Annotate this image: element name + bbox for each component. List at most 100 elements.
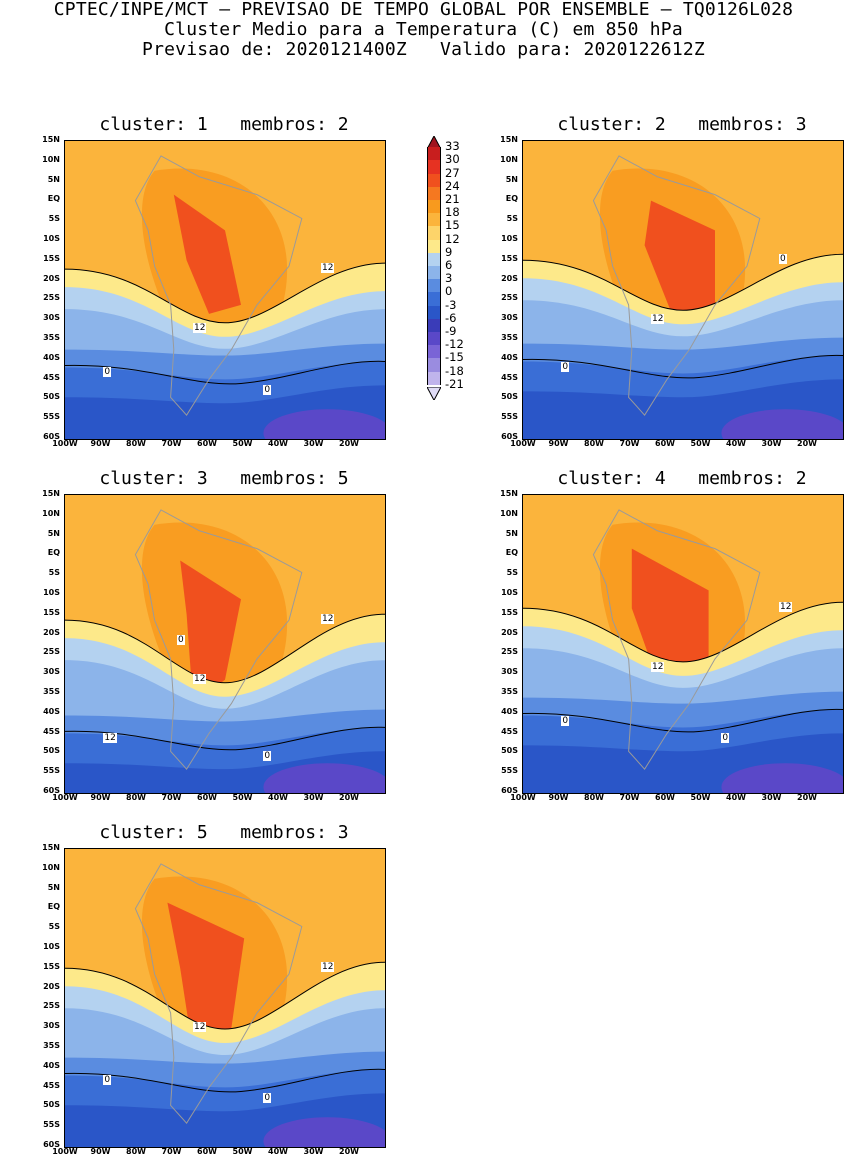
longitude-tick-label: 80W <box>126 793 146 802</box>
contour-label: 12 <box>193 322 207 333</box>
latitude-tick-label: 10N <box>500 154 518 164</box>
latitude-tick-label: EQ <box>505 194 518 204</box>
latitude-tick-label: 60S <box>43 786 60 795</box>
temperature-field <box>523 141 843 439</box>
latitude-tick-label: 55S <box>43 412 60 422</box>
latitude-tick-label: 50S <box>501 746 518 756</box>
colorbar-label: 3 <box>445 271 453 286</box>
temperature-field <box>65 141 385 439</box>
contour-label: 0 <box>263 1093 272 1104</box>
temperature-map: 12 12 0 0 <box>522 494 844 794</box>
latitude-tick-label: 55S <box>43 1120 60 1130</box>
latitude-tick-label: 10N <box>42 508 60 518</box>
colorbar-swatch <box>427 160 441 174</box>
latitude-tick-label: 5S <box>48 214 60 224</box>
latitude-tick-label: 10N <box>42 154 60 164</box>
longitude-tick-label: 80W <box>126 1147 146 1156</box>
latitude-tick-label: EQ <box>47 194 60 204</box>
panel-title: cluster: 2 membros: 3 <box>557 114 807 135</box>
latitude-tick-label: 50S <box>43 746 60 756</box>
contour-label: 12 <box>651 313 665 324</box>
latitude-tick-label: 35S <box>43 1041 60 1050</box>
colorbar-label: -6 <box>445 310 457 325</box>
contour-label: 0 <box>103 1075 112 1086</box>
latitude-tick-label: 5S <box>48 922 60 932</box>
longitude-tick-label: 20W <box>797 439 817 448</box>
colorbar-swatch <box>427 213 441 227</box>
latitude-tick-label: 5N <box>47 882 60 892</box>
latitude-tick-label: EQ <box>505 548 518 558</box>
latitude-tick-label: 40S <box>501 352 518 362</box>
longitude-tick-label: 30W <box>303 793 324 802</box>
latitude-tick-label: 20S <box>43 273 60 283</box>
latitude-tick-label: 60S <box>43 1140 60 1149</box>
colorbar-label: 9 <box>445 244 453 259</box>
temperature-field <box>65 495 385 793</box>
latitude-tick-label: 20S <box>43 627 60 637</box>
latitude-tick-label: 25S <box>501 647 518 657</box>
colorbar-label: 15 <box>445 218 460 233</box>
colorbar-label: -15 <box>445 350 464 365</box>
longitude-tick-label: 30W <box>761 439 782 448</box>
colorbar-label: -18 <box>445 363 464 378</box>
colorbar-label: -21 <box>445 376 464 391</box>
longitude-tick-label: 70W <box>619 439 640 448</box>
colorbar-label: -3 <box>445 297 457 312</box>
longitude-tick-label: 60W <box>655 793 675 802</box>
colorbar-label: 0 <box>445 284 453 299</box>
colorbar-label: -9 <box>445 324 457 338</box>
colorbar-swatch <box>427 226 441 240</box>
latitude-tick-label: 40S <box>501 706 518 716</box>
colorbar-swatch <box>427 266 441 280</box>
colorbar-label: 21 <box>445 192 460 206</box>
contour-label: 0 <box>561 361 570 372</box>
latitude-tick-label: 15S <box>501 253 518 263</box>
latitude-tick-label: 60S <box>501 432 518 441</box>
contour-label: 0 <box>103 367 112 378</box>
contour-label: 12 <box>779 602 793 613</box>
colorbar-swatch <box>427 252 441 266</box>
longitude-tick-label: 100W <box>52 439 78 448</box>
latitude-tick-label: 35S <box>43 333 60 342</box>
latitude-tick-label: 55S <box>43 766 60 776</box>
longitude-tick-label: 40W <box>268 793 288 802</box>
latitude-tick-label: 35S <box>501 687 518 696</box>
contour-label: 12 <box>103 733 117 744</box>
latitude-tick-label: 10N <box>500 508 518 518</box>
latitude-tick-label: 60S <box>43 432 60 441</box>
latitude-tick-label: 15N <box>500 135 518 144</box>
latitude-tick-label: 5N <box>47 174 60 184</box>
contour-label: 0 <box>263 385 272 396</box>
contour-label: 0 <box>561 715 570 726</box>
colorbar-label: 18 <box>445 205 460 220</box>
longitude-tick-label: 50W <box>232 793 253 802</box>
latitude-tick-label: 10N <box>42 862 60 872</box>
latitude-tick-label: 5N <box>505 528 518 538</box>
colorbar-label: 12 <box>445 231 460 246</box>
colorbar-swatch <box>427 305 441 319</box>
longitude-tick-label: 60W <box>655 439 675 448</box>
latitude-tick-label: 15S <box>43 961 60 971</box>
latitude-tick-label: 20S <box>501 273 518 283</box>
longitude-tick-label: 100W <box>52 1147 78 1156</box>
longitude-tick-label: 30W <box>303 439 324 448</box>
latitude-tick-label: 30S <box>43 313 60 323</box>
contour-label: 0 <box>721 733 730 744</box>
latitude-tick-label: 40S <box>43 352 60 362</box>
longitude-tick-label: 50W <box>690 793 711 802</box>
longitude-tick-label: 80W <box>584 439 604 448</box>
latitude-tick-label: 35S <box>43 687 60 696</box>
colorbar-swatch <box>427 345 441 359</box>
latitude-tick-label: 25S <box>501 293 518 303</box>
latitude-tick-label: 15S <box>43 253 60 263</box>
longitude-tick-label: 80W <box>584 793 604 802</box>
contour-label: 12 <box>321 614 335 625</box>
latitude-tick-label: 45S <box>501 726 518 736</box>
latitude-tick-label: 30S <box>501 667 518 677</box>
temperature-field <box>523 495 843 793</box>
latitude-tick-label: 5S <box>506 214 518 224</box>
longitude-tick-label: 40W <box>726 439 746 448</box>
latitude-tick-label: 45S <box>43 726 60 736</box>
header-line-2: Cluster Medio para a Temperatura (C) em … <box>164 19 683 40</box>
longitude-tick-label: 30W <box>761 793 782 802</box>
